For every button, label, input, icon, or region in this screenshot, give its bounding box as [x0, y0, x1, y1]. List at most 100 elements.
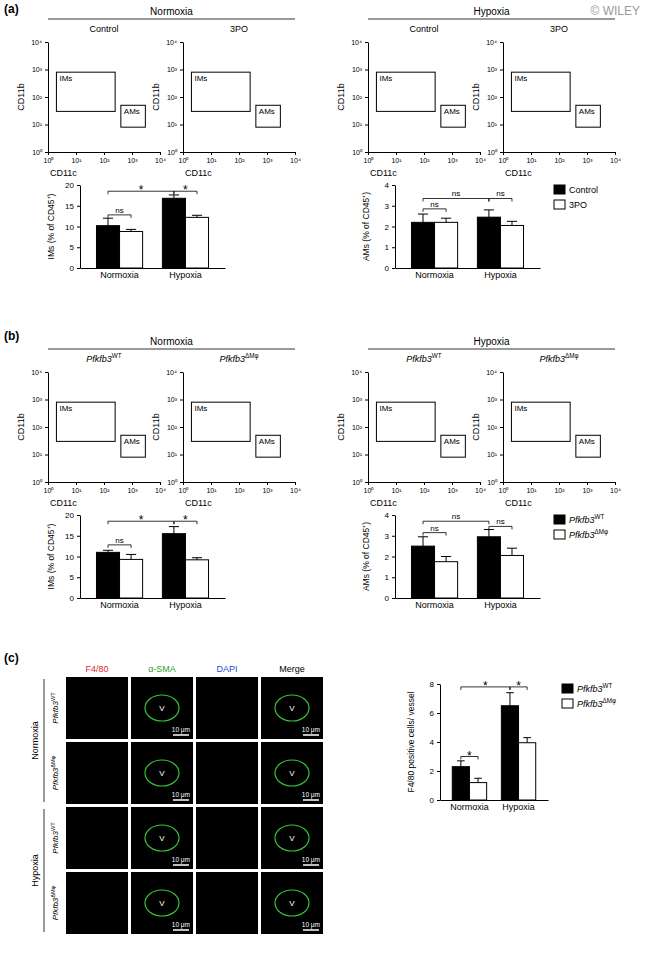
significance-label: ns: [430, 524, 438, 533]
tick-mark: [500, 70, 503, 71]
condition-header-text: Pfkfb3: [219, 354, 245, 364]
tick: 5: [70, 573, 80, 582]
tick-mark: [396, 482, 397, 485]
legend-label: Pfkfb3WT: [569, 513, 604, 525]
tick: Normoxia: [450, 802, 489, 812]
legend: Control3PO: [554, 185, 598, 210]
tick: 10⁰: [364, 482, 375, 494]
tick-mark: [267, 482, 268, 485]
group-label: Hypoxia: [30, 854, 40, 887]
row-label: Pfkfb3WT: [50, 692, 60, 724]
tick: 15: [65, 532, 80, 541]
tick-label: 10⁰: [167, 149, 178, 156]
tick-mark: [76, 482, 77, 485]
tick-label: Hypoxia: [502, 802, 535, 812]
tick-mark: [180, 372, 183, 373]
micrograph: [261, 677, 323, 739]
x-axis-title-text: CD11c: [50, 168, 77, 178]
tick-mark: [392, 536, 395, 537]
x-axis-title: CD11c: [505, 498, 532, 508]
condition-header: Control: [89, 24, 118, 34]
panel-label: (a): [4, 2, 19, 16]
tick: 1: [385, 243, 395, 252]
error-bar: [103, 550, 113, 552]
tick-mark: [45, 372, 48, 373]
scale-bar: [173, 929, 189, 931]
y-axis-title-text: CD11b: [151, 413, 161, 440]
tick-mark: [531, 482, 532, 485]
tick-mark: [132, 482, 133, 485]
row-label-superscript: WT: [50, 822, 56, 831]
micrograph: [131, 872, 193, 934]
tick: 10³: [262, 482, 273, 494]
y-axis-title-text: IMs (% of CD45⁺): [46, 523, 56, 589]
tick-label: 1: [385, 243, 390, 252]
tick-mark: [392, 206, 395, 207]
tick-mark: [295, 152, 296, 155]
tick-mark: [77, 206, 80, 207]
micrograph: [196, 677, 258, 739]
condition-header: 3PO: [550, 24, 568, 34]
bars: [96, 527, 208, 598]
tick-label: 10³: [487, 396, 498, 403]
axis-line: [81, 598, 226, 599]
tick-label: 10⁴: [475, 157, 486, 164]
bars: [452, 693, 535, 800]
row-label: Pfkfb3ΔMφ: [50, 755, 60, 790]
tick-label: 10⁴: [351, 369, 362, 376]
tick-mark: [500, 152, 503, 153]
tick: 10¹: [206, 152, 217, 164]
gate: [441, 435, 466, 457]
tick-label: 10⁰: [32, 149, 43, 156]
tick-label: 10¹: [352, 451, 363, 458]
micrograph: [66, 677, 128, 739]
axis-line: [396, 268, 541, 269]
tick-mark: [452, 152, 453, 155]
tick-mark: [45, 42, 48, 43]
vessel-outline: [145, 760, 179, 786]
tick: 10¹: [526, 152, 537, 164]
tick-mark: [77, 536, 80, 537]
tick: 10²: [234, 152, 245, 164]
gate-label: AMs: [124, 437, 140, 446]
axis-line: [81, 268, 226, 269]
tick: Hypoxia: [484, 270, 517, 280]
tick: 6: [430, 709, 440, 718]
group-rule: [44, 809, 45, 932]
tick: Hypoxia: [502, 802, 535, 812]
tick: 3: [385, 532, 395, 541]
tick-label: 15: [65, 202, 74, 211]
bars: [411, 530, 523, 598]
error-bar: [126, 229, 136, 231]
x-axis: 10⁰10¹10²10³10⁴: [499, 482, 621, 494]
tick-mark: [452, 482, 453, 485]
tick-label: 10¹: [206, 487, 217, 494]
vessel-label: V: [159, 834, 165, 843]
row-label-text: Pfkfb3: [51, 897, 60, 920]
y-axis: 10⁰10¹10²10³10⁴: [166, 369, 183, 486]
legend-label: Control: [569, 185, 598, 195]
gate-label: IMs: [59, 404, 72, 413]
tick-label: 0: [430, 796, 435, 805]
bar: [185, 217, 208, 268]
condition-header-text: Control: [409, 24, 438, 34]
tick: 10²: [487, 94, 503, 101]
tick: 10⁴: [351, 369, 368, 376]
tick-mark: [365, 427, 368, 428]
axis-line: [441, 800, 549, 801]
tick-mark: [365, 455, 368, 456]
y-axis: 10⁰10¹10²10³10⁴: [351, 39, 368, 156]
micrograph-grid: F4/80α-SMADAPIMergePfkfb3WTV10 μmV10 μmP…: [30, 664, 323, 934]
tick-mark: [559, 152, 560, 155]
x-axis: 10⁰10¹10²10³10⁴: [364, 152, 486, 164]
condition-header-superscript: ΔMφ: [565, 352, 579, 360]
tick-mark: [500, 455, 503, 456]
flow-plot: IMsAMs10⁰10¹10²10³10⁴10⁰10¹10²10³10⁴CD11…: [336, 369, 486, 508]
y-axis-title: CD11b: [471, 413, 481, 440]
micrograph: [131, 677, 193, 739]
group-header-text: Normoxia: [150, 336, 193, 347]
y-axis-title: CD11b: [336, 413, 346, 440]
tick: 10³: [127, 152, 138, 164]
y-axis-title: IMs (% of CD45⁺): [46, 523, 56, 589]
tick: 10⁰: [32, 479, 48, 486]
